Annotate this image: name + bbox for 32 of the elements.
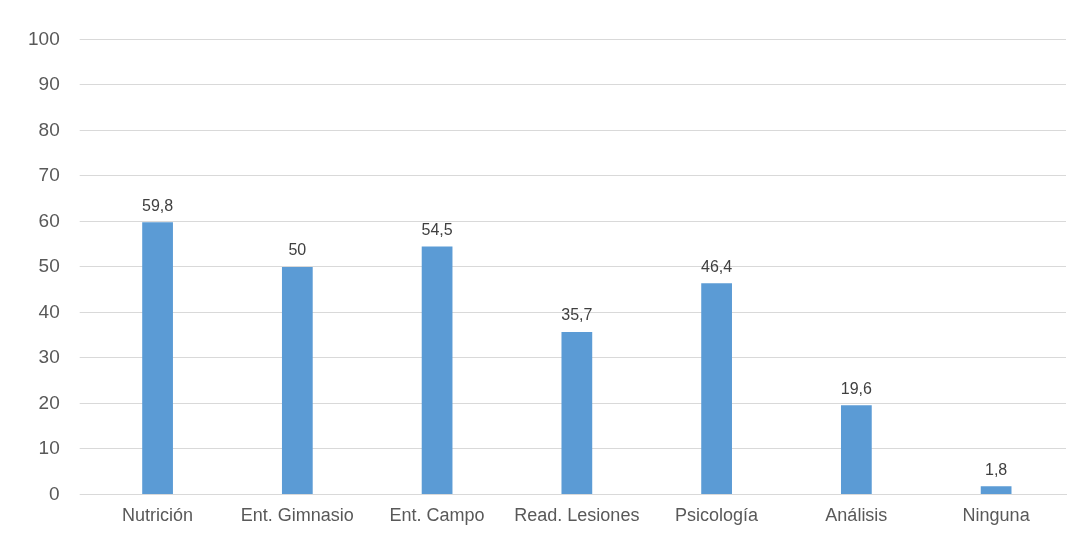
y-tick-label: 40 bbox=[38, 300, 60, 322]
y-tick-label: 60 bbox=[38, 209, 60, 231]
bar bbox=[840, 405, 872, 494]
y-tick-label: 70 bbox=[38, 164, 60, 186]
y-tick-label: 20 bbox=[38, 391, 60, 413]
bar bbox=[701, 283, 732, 494]
x-tick-label: Nutrición bbox=[122, 505, 194, 526]
data-label: 59,8 bbox=[142, 196, 174, 214]
y-tick-label: 50 bbox=[38, 255, 60, 277]
x-tick-label: Ent. Campo bbox=[389, 505, 485, 526]
bar bbox=[421, 246, 453, 494]
x-tick-label: Ent. Gimnasio bbox=[240, 505, 354, 526]
data-label: 54,5 bbox=[421, 220, 453, 238]
bar bbox=[980, 486, 1012, 494]
y-tick-label: 0 bbox=[49, 482, 60, 504]
data-label: 50 bbox=[288, 241, 307, 259]
y-tick-label: 90 bbox=[38, 73, 60, 95]
data-label: 46,4 bbox=[701, 257, 733, 275]
bar bbox=[561, 331, 593, 494]
y-tick-label: 80 bbox=[38, 118, 60, 140]
y-tick-label: 30 bbox=[38, 346, 60, 368]
data-label: 1,8 bbox=[985, 460, 1008, 478]
x-tick-label: Psicología bbox=[675, 505, 760, 526]
y-tick-label: 10 bbox=[38, 437, 60, 459]
bar bbox=[281, 266, 313, 494]
data-label: 19,6 bbox=[840, 379, 873, 397]
x-tick-label: Read. Lesiones bbox=[514, 505, 640, 526]
x-tick-label: Ninguna bbox=[962, 505, 1031, 526]
y-tick-label: 100 bbox=[28, 27, 60, 49]
x-tick-label: Análisis bbox=[825, 505, 888, 526]
data-label: 35,7 bbox=[561, 306, 593, 324]
bar bbox=[142, 222, 173, 494]
